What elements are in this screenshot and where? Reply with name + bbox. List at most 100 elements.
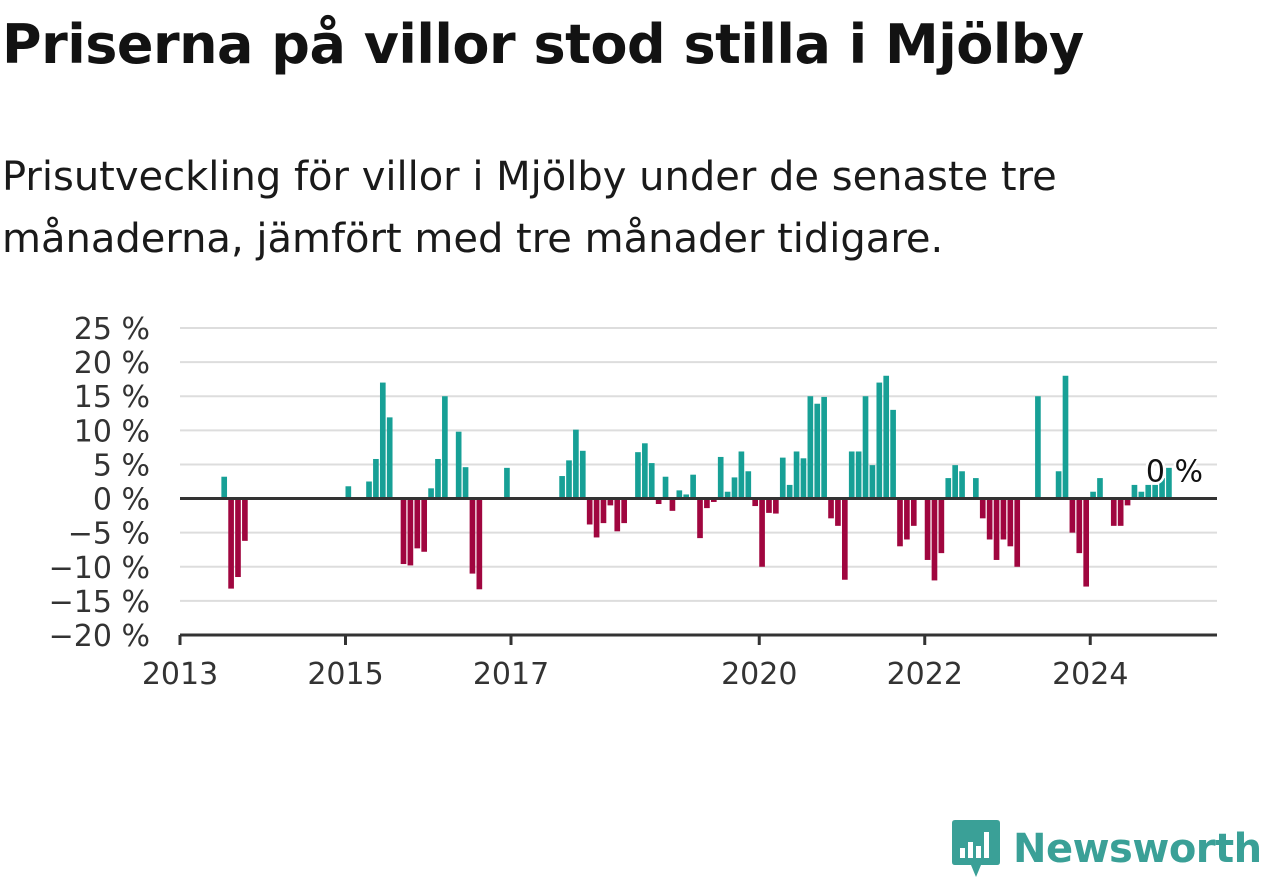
bar [573, 429, 579, 499]
bar [614, 498, 621, 532]
bar [221, 476, 228, 499]
bar [869, 465, 876, 499]
y-tick-label: −10 % [49, 551, 150, 586]
bar [421, 498, 428, 552]
bar [1055, 471, 1062, 499]
bar [642, 443, 648, 499]
bar [242, 498, 248, 541]
bar [773, 498, 779, 514]
bar [979, 498, 986, 519]
bar [848, 451, 855, 499]
bar [779, 457, 786, 499]
bar [704, 498, 710, 509]
bar [621, 498, 627, 524]
page-subtitle: Prisutveckling för villor i Mjölby under… [2, 154, 1057, 262]
bar [476, 498, 483, 590]
bar [1131, 484, 1138, 499]
bar [442, 396, 448, 499]
bar [559, 476, 565, 499]
bar [938, 498, 945, 554]
bar [738, 451, 745, 499]
bar [828, 498, 834, 519]
y-tick-label: 25 % [74, 312, 150, 347]
y-tick-label: −5 % [68, 517, 150, 552]
bar [931, 498, 938, 581]
bar [745, 471, 752, 499]
bar [586, 498, 593, 525]
bar [1014, 498, 1021, 567]
bar [462, 467, 469, 499]
bar [904, 498, 910, 540]
bar [821, 396, 827, 499]
bar [731, 477, 738, 499]
x-tick-label: 2020 [721, 657, 797, 692]
bar [1152, 484, 1158, 499]
y-tick-label: 20 % [74, 346, 150, 381]
bar [655, 498, 662, 505]
bar [1000, 498, 1007, 540]
x-tick-label: 2017 [473, 657, 549, 692]
bar [1035, 396, 1041, 499]
newsworthy-logo-icon [952, 820, 1000, 877]
bar [924, 498, 931, 560]
x-tick-label: 2015 [307, 657, 383, 692]
bar [435, 458, 441, 499]
bar-chart: 25 %20 %15 %10 %5 %0 %−5 %−10 %−15 %−20 … [49, 312, 1217, 692]
bar [690, 474, 696, 499]
bar [455, 431, 462, 499]
bar [855, 451, 862, 499]
bar [766, 498, 772, 513]
bar [648, 463, 655, 499]
bar [807, 396, 814, 499]
bar [1124, 498, 1131, 506]
bar [697, 498, 703, 539]
bar [345, 486, 352, 499]
bar [959, 471, 965, 499]
bar-series [221, 375, 1172, 590]
bar [973, 478, 979, 499]
y-tick-label: 15 % [74, 380, 150, 415]
bar [600, 498, 607, 524]
y-tick-label: 5 % [93, 448, 150, 483]
bar [1090, 491, 1096, 499]
brand-name: Newsworthy [1013, 826, 1262, 872]
bar [407, 498, 414, 566]
bar [890, 409, 896, 499]
bar [386, 417, 393, 499]
bar [400, 498, 407, 565]
bar [1117, 498, 1124, 526]
x-tick-label: 2022 [887, 657, 963, 692]
y-tick-label: 10 % [74, 414, 150, 449]
bar [1007, 498, 1014, 547]
bar [1159, 478, 1165, 499]
bar [662, 476, 669, 499]
bar [1145, 484, 1152, 499]
bar [579, 450, 586, 499]
bar [910, 498, 917, 526]
bar [676, 490, 683, 499]
bar [993, 498, 1000, 560]
bar [1110, 498, 1117, 526]
page-title: Priserna på villor stod stilla i Mjölby [2, 13, 1084, 76]
bar [717, 456, 724, 499]
bar [379, 382, 386, 499]
bar [952, 465, 958, 499]
bar [897, 498, 903, 547]
bar [1069, 498, 1076, 533]
x-tick-label: 2013 [142, 657, 218, 692]
bar [724, 491, 731, 499]
tick-labels: 25 %20 %15 %10 %5 %0 %−5 %−10 %−15 %−20 … [49, 312, 1206, 692]
bar [1076, 498, 1083, 554]
bar [669, 498, 676, 511]
axes [178, 497, 1217, 645]
bar [752, 498, 759, 507]
bar [228, 498, 234, 589]
bar [800, 458, 807, 499]
bar [635, 452, 641, 499]
bar [414, 498, 421, 549]
brand-logo: Newsworthy [951, 818, 1262, 880]
bar [786, 484, 793, 499]
x-tick-label: 2024 [1052, 657, 1128, 692]
bar [1097, 478, 1103, 499]
bar [366, 481, 372, 499]
